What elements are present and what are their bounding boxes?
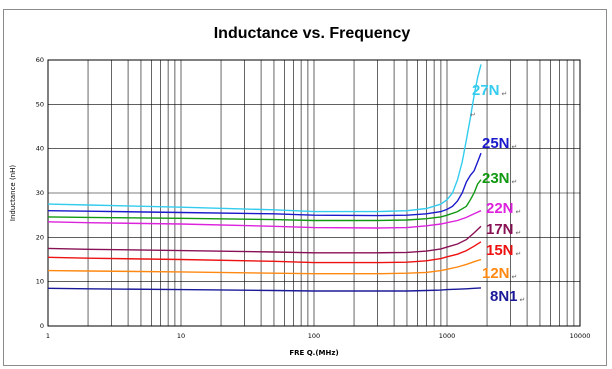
x-tick-labels: 1 10 100 1000 10000 [46,332,590,340]
series-lines [47,64,482,292]
y-axis-label: Inductance (nH) [9,165,17,222]
return-mark: ↵ [502,90,508,98]
series-labels: 27N ↵25N ↵23N ↵22N ↵17N ↵15N ↵12N ↵8N1 ↵↵ [470,82,525,305]
series-line-23n [47,179,482,222]
y-tick-label: 10 [36,278,44,286]
series-label-25n: 25N [482,135,510,152]
y-tick-label: 40 [36,145,44,153]
series-line-22n [47,210,482,229]
chart-title: Inductance vs. Frequency [214,25,411,42]
y-tick-label: 60 [36,56,44,64]
x-tick-label: 10000 [570,332,591,340]
series-label-15n: 15N [486,242,514,259]
x-tick-label: 1 [46,332,50,340]
return-mark: ↵ [516,208,522,216]
y-tick-label: 30 [36,189,44,197]
y-tick-label: 20 [36,233,44,241]
y-tick-label: 0 [40,322,44,330]
series-line-27n [47,64,482,213]
grid-lines [48,60,580,326]
return-mark: ↵ [520,296,526,304]
series-label-23n: 23N [482,170,510,187]
series-label-22n: 22N [486,200,514,217]
x-tick-label: 1000 [439,332,456,340]
series-line-25n [47,152,482,217]
return-mark: ↵ [512,143,518,151]
series-line-8n1 [47,287,482,292]
return-mark: ↵ [470,111,476,119]
return-mark: ↵ [512,178,518,186]
return-mark: ↵ [516,250,522,258]
y-tick-label: 50 [36,100,44,108]
plot-area-border [47,59,581,327]
series-label-8n1: 8N1 [490,288,518,305]
series-line-15n [47,241,482,264]
y-tick-labels: 0 10 20 30 40 50 60 [36,56,44,330]
x-tick-label: 100 [308,332,320,340]
series-line-17n [47,225,482,254]
series-line-12n [47,258,482,275]
x-axis-label: FRE Q.(MHz) [289,349,338,357]
x-tick-label: 10 [177,332,185,340]
return-mark: ↵ [512,273,518,281]
series-label-12n: 12N [482,265,510,282]
series-label-27n: 27N [472,82,500,99]
chart-frame [3,9,607,366]
series-label-17n: 17N [486,221,514,238]
return-mark: ↵ [516,229,522,237]
